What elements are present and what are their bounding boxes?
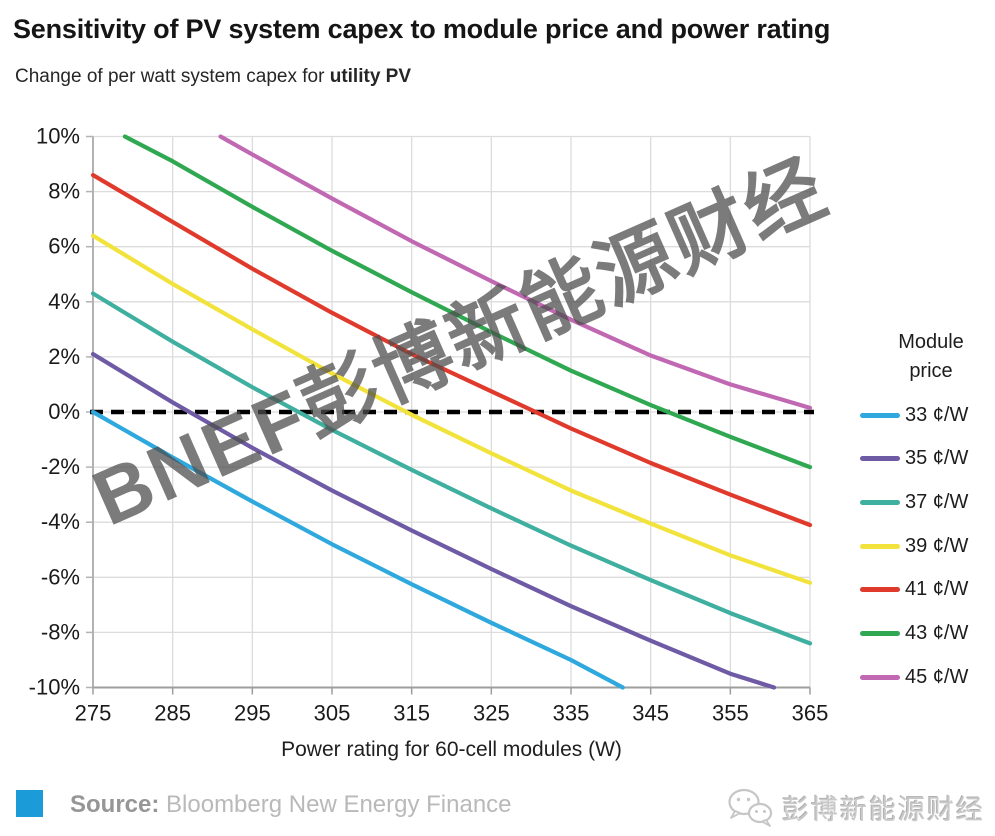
wechat-badge: 彭博新能源财经 — [726, 786, 985, 828]
y-tick-label: 6% — [48, 234, 80, 259]
legend-label: 45 ¢/W — [905, 665, 969, 688]
wechat-account-name: 彭博新能源财经 — [782, 794, 985, 825]
y-tick-label: -6% — [41, 564, 80, 589]
series-line-41-¢-W — [90, 173, 813, 528]
legend-label: 41 ¢/W — [905, 578, 969, 601]
legend-swatch — [860, 456, 900, 462]
series-line-35-¢-W — [90, 352, 777, 690]
subtitle-bold: utility PV — [329, 66, 412, 87]
x-tick-label: 285 — [154, 701, 191, 726]
y-tick-label: -2% — [41, 454, 80, 479]
legend-item: 35 ¢/W — [860, 446, 968, 472]
legend-item: 37 ¢/W — [860, 489, 968, 515]
legend-item: 33 ¢/W — [860, 402, 968, 428]
y-tick-label: 8% — [48, 179, 80, 204]
legend-label: 39 ¢/W — [905, 534, 969, 557]
legend-swatch — [860, 499, 900, 505]
y-tick-label: -4% — [41, 509, 80, 534]
y-tick-label: 2% — [48, 344, 80, 369]
legend-swatch — [860, 631, 900, 636]
legend-item: 39 ¢/W — [860, 533, 968, 559]
legend-swatch — [860, 412, 900, 418]
x-tick-label: 325 — [473, 701, 510, 726]
series-line-37-¢-W — [90, 291, 813, 646]
x-tick-label: 365 — [792, 701, 829, 726]
y-tick-label: 4% — [48, 289, 80, 314]
legend: Module price 33 ¢/W 35 ¢/W 37 ¢/W 39 ¢/W 41 … — [852, 328, 992, 688]
x-tick-label: 335 — [553, 701, 590, 726]
x-axis-title: Power rating for 60-cell modules (W) — [281, 738, 622, 761]
x-tick-label: 295 — [234, 701, 271, 726]
x-tick-label: 275 — [75, 701, 112, 726]
series-line-43-¢-W — [122, 134, 813, 470]
legend-label: 37 ¢/W — [905, 490, 969, 513]
legend-label: 43 ¢/W — [905, 622, 969, 644]
wechat-chat-bubbles-icon — [728, 788, 773, 827]
x-tick-label: 305 — [314, 701, 351, 726]
x-tick-label: 315 — [393, 701, 430, 726]
legend-swatch — [860, 674, 900, 680]
page-title: Sensitivity of PV system capex to module… — [13, 14, 831, 44]
series-line-45-¢-W — [218, 134, 813, 410]
x-tick-label: 355 — [712, 701, 749, 726]
line-chart: 10% 8% 6% 4% 2% 0% -2% -4% -6% -8% -10%275 285 295 30… — [29, 125, 829, 726]
y-tick-label: -8% — [41, 619, 80, 644]
x-tick-label: 345 — [632, 701, 669, 726]
y-tick-label: -10% — [29, 675, 80, 700]
source-bullet-icon — [16, 790, 43, 817]
series-line-33-¢-W — [90, 409, 625, 690]
legend-item: 43 ¢/W — [860, 621, 968, 647]
legend-item: 41 ¢/W — [860, 577, 968, 603]
series-line-39-¢-W — [90, 233, 813, 585]
source-line: Source: Bloomberg New Energy Finance — [70, 791, 512, 819]
source-text: Bloomberg New Energy Finance — [159, 791, 512, 818]
legend-swatch — [860, 587, 900, 593]
plot-area: 10% 8% 6% 4% 2% 0% -2% -4% -6% -8% -10% 275 285 295 30… — [0, 125, 830, 775]
legend-swatch — [860, 543, 900, 549]
legend-title: Module price — [898, 331, 964, 382]
source-label: Source: — [70, 791, 160, 818]
page-subtitle: Change of per watt system capex for util… — [15, 66, 835, 88]
legend-label: 35 ¢/W — [905, 447, 969, 470]
legend-label: 33 ¢/W — [905, 403, 969, 426]
y-tick-label: 0% — [48, 399, 80, 424]
y-tick-label: 10% — [36, 125, 80, 149]
footer: Source: Bloomberg New Energy Finance 彭博新… — [0, 782, 995, 836]
legend-item: 45 ¢/W — [860, 664, 968, 690]
subtitle-prefix: Change of per watt system capex for — [15, 66, 330, 87]
